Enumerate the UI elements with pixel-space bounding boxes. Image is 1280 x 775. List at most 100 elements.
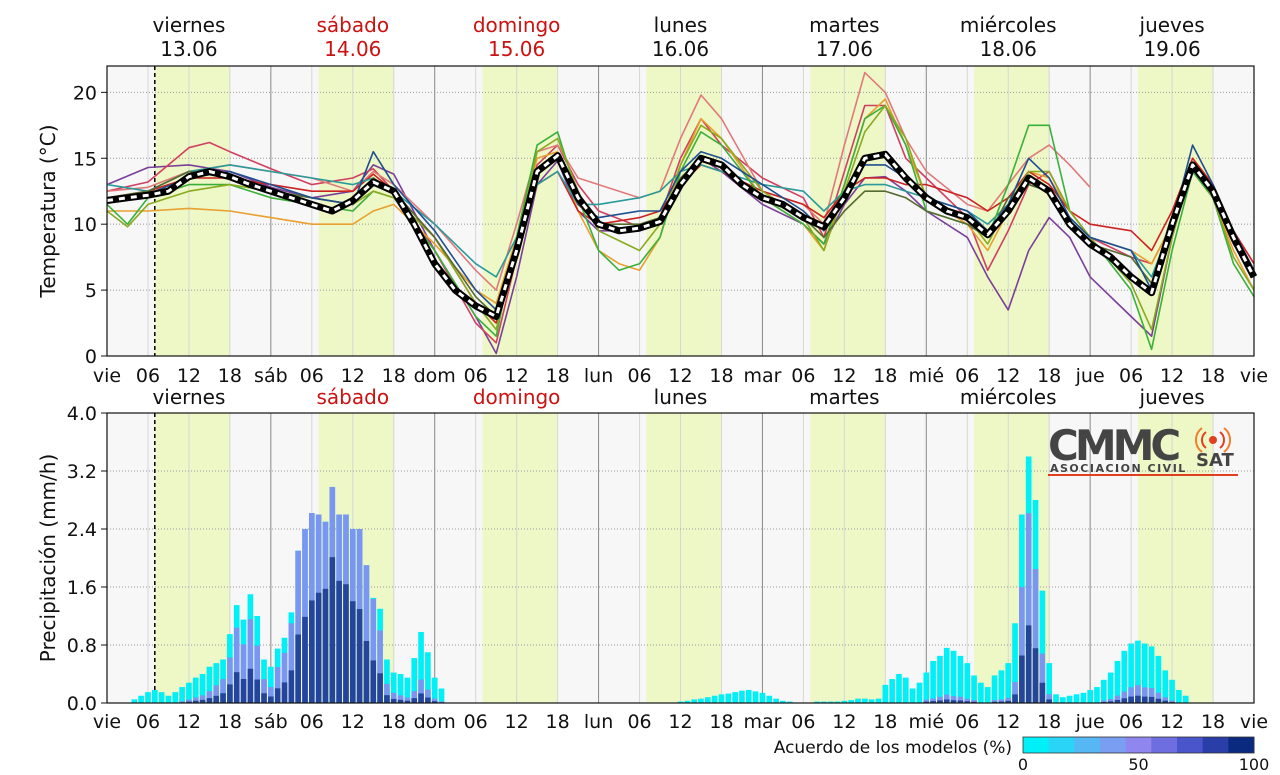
precip-y-tick-label: 4.0 bbox=[67, 403, 97, 425]
precip-bar-agreement-high bbox=[254, 679, 261, 703]
precip-bar bbox=[991, 675, 998, 703]
precip-bar bbox=[677, 701, 684, 703]
precip-bar-agreement bbox=[923, 699, 930, 703]
legend-tick-label: 100 bbox=[1239, 755, 1270, 771]
day-name-label: domingo bbox=[473, 385, 561, 409]
precip-bar bbox=[752, 691, 759, 703]
precip-x-tick-label: vie bbox=[1240, 711, 1268, 733]
precip-x-tick-label: 06 bbox=[791, 711, 815, 733]
precip-bar-agreement bbox=[937, 696, 943, 703]
precip-bar-agreement bbox=[1128, 687, 1134, 703]
precip-bar bbox=[896, 674, 902, 703]
precip-bar-agreement bbox=[247, 619, 254, 703]
precip-bar-agreement-high bbox=[186, 701, 192, 703]
precip-bar-agreement bbox=[192, 697, 199, 703]
precip-y-tick-label: 0.0 bbox=[67, 693, 97, 715]
precip-bar-agreement-high bbox=[397, 699, 404, 703]
precip-bar-agreement bbox=[1169, 700, 1175, 703]
precip-bar-agreement bbox=[1100, 700, 1107, 703]
precip-bar-agreement bbox=[370, 598, 377, 703]
day-name-label: miércoles bbox=[960, 13, 1057, 37]
precip-bar-agreement bbox=[1121, 691, 1128, 703]
precip-bar-agreement bbox=[411, 691, 418, 703]
temp-x-tick-label: 18 bbox=[709, 365, 733, 387]
precip-bar bbox=[684, 700, 691, 703]
temp-x-tick-label: sáb bbox=[254, 365, 288, 387]
precip-bar-agreement bbox=[1162, 697, 1169, 703]
precip-bar-agreement-high bbox=[356, 609, 363, 703]
precip-bar-agreement bbox=[390, 692, 397, 703]
precip-bar bbox=[158, 692, 165, 703]
temp-x-tick-label: jue bbox=[1075, 365, 1105, 387]
precip-bar-agreement bbox=[1114, 695, 1121, 703]
temp-x-tick-label: 12 bbox=[177, 365, 201, 387]
logo-sat: SAT bbox=[1196, 450, 1234, 471]
precip-bar-agreement-high bbox=[363, 641, 370, 703]
precip-bar bbox=[213, 663, 220, 703]
precip-bar bbox=[138, 695, 144, 703]
temp-x-tick-label: 12 bbox=[1160, 365, 1184, 387]
precip-bar-agreement-high bbox=[295, 634, 301, 703]
precip-bar-agreement bbox=[199, 695, 206, 703]
precip-y-tick-label: 0.8 bbox=[67, 635, 97, 657]
precip-bar-agreement-high bbox=[411, 698, 418, 703]
precip-bar-agreement-high bbox=[261, 693, 267, 703]
precip-bar-agreement bbox=[377, 630, 383, 703]
precip-bar-agreement-high bbox=[206, 698, 213, 703]
legend-swatch bbox=[1074, 737, 1101, 753]
precip-bar-agreement-high bbox=[1128, 696, 1134, 703]
precip-bar-agreement bbox=[295, 550, 301, 703]
precip-y-tick-label: 1.6 bbox=[67, 577, 97, 599]
temp-y-tick-label: 15 bbox=[73, 148, 97, 170]
precip-bar-agreement-high bbox=[943, 699, 950, 703]
precip-bar-agreement-high bbox=[1107, 701, 1114, 703]
precip-bar bbox=[1107, 672, 1114, 703]
precip-bar bbox=[766, 695, 773, 703]
day-name-label: miércoles bbox=[960, 385, 1057, 409]
precip-bar-agreement-high bbox=[431, 701, 438, 703]
temperature-frame bbox=[106, 65, 1255, 357]
precip-bar-agreement-high bbox=[315, 592, 322, 703]
day-date-label: 15.06 bbox=[488, 37, 545, 61]
precip-bar-agreement-high bbox=[923, 701, 930, 703]
precip-bar bbox=[1087, 689, 1093, 703]
precip-bar-agreement bbox=[431, 698, 438, 703]
legend-swatch bbox=[1202, 737, 1229, 753]
precip-bar-agreement-high bbox=[1114, 699, 1121, 703]
precip-bar bbox=[268, 666, 274, 703]
precip-bar bbox=[773, 698, 779, 703]
precip-bar-agreement-high bbox=[192, 700, 199, 703]
precip-bar-agreement bbox=[220, 679, 226, 703]
precip-bar-agreement-high bbox=[268, 696, 274, 703]
precip-x-tick-label: 06 bbox=[627, 711, 651, 733]
day-date-label: 16.06 bbox=[652, 37, 709, 61]
precip-x-tick-label: jue bbox=[1075, 711, 1105, 733]
precip-bar bbox=[206, 666, 213, 703]
day-name-label: sábado bbox=[317, 385, 390, 409]
precip-bar bbox=[902, 677, 909, 703]
precip-bar-agreement-high bbox=[240, 678, 247, 703]
precip-bar bbox=[759, 692, 766, 703]
precip-bar-agreement-high bbox=[281, 682, 288, 703]
temp-x-tick-label: 06 bbox=[464, 365, 488, 387]
precip-bar bbox=[1155, 655, 1162, 703]
day-name-label: jueves bbox=[1139, 13, 1205, 37]
precip-bar bbox=[732, 692, 738, 703]
precip-x-tick-label: 18 bbox=[709, 711, 733, 733]
precip-bar bbox=[698, 698, 704, 703]
legend-swatch bbox=[1177, 737, 1204, 753]
precip-x-tick-label: 06 bbox=[136, 711, 160, 733]
precip-x-tick-label: 06 bbox=[1119, 711, 1143, 733]
day-name-label: martes bbox=[809, 13, 880, 37]
precip-x-tick-label: dom bbox=[414, 711, 456, 733]
precip-x-tick-label: 12 bbox=[505, 711, 529, 733]
precip-bar bbox=[1182, 695, 1189, 703]
precip-bar bbox=[704, 697, 711, 703]
legend-tick-label: 50 bbox=[1128, 755, 1148, 771]
precip-bar-agreement-high bbox=[213, 695, 220, 703]
precip-bar bbox=[1128, 643, 1134, 703]
precip-bar bbox=[1060, 697, 1066, 703]
temp-x-tick-label: 12 bbox=[505, 365, 529, 387]
temp-x-tick-label: 06 bbox=[136, 365, 160, 387]
